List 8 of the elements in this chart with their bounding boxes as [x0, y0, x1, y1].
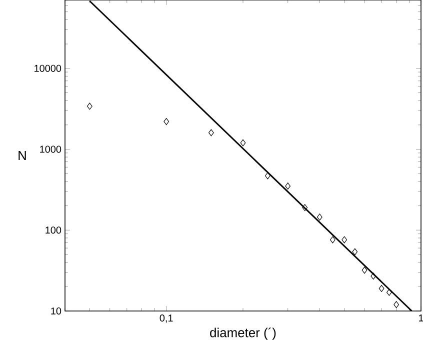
y-axis-title: N	[18, 151, 26, 160]
y-tick-label: 100	[46, 226, 62, 234]
y-tick-label: 10000	[34, 64, 62, 72]
y-tick-label: 10	[51, 307, 62, 315]
x-tick-label: 0,1	[160, 314, 173, 323]
y-tick-label: 1000	[40, 146, 62, 153]
x-tick-label: 1	[418, 314, 423, 322]
x-axis-title: diameter (´)	[210, 328, 276, 340]
